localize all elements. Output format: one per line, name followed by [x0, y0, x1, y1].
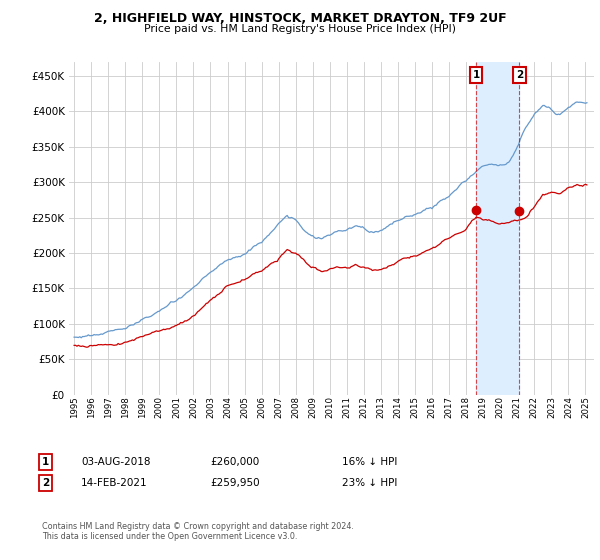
Text: Price paid vs. HM Land Registry's House Price Index (HPI): Price paid vs. HM Land Registry's House …	[144, 24, 456, 34]
Text: 1: 1	[42, 457, 49, 467]
Bar	[476, 62, 520, 395]
Text: £260,000: £260,000	[210, 457, 259, 467]
Text: £259,950: £259,950	[210, 478, 260, 488]
Text: 23% ↓ HPI: 23% ↓ HPI	[342, 478, 397, 488]
Text: 14-FEB-2021: 14-FEB-2021	[81, 478, 148, 488]
Text: 2: 2	[42, 478, 49, 488]
Text: 03-AUG-2018: 03-AUG-2018	[81, 457, 151, 467]
Text: 2, HIGHFIELD WAY, HINSTOCK, MARKET DRAYTON, TF9 2UF: 2, HIGHFIELD WAY, HINSTOCK, MARKET DRAYT…	[94, 12, 506, 25]
Text: 16% ↓ HPI: 16% ↓ HPI	[342, 457, 397, 467]
Text: Contains HM Land Registry data © Crown copyright and database right 2024.
This d: Contains HM Land Registry data © Crown c…	[42, 522, 354, 542]
Text: 1: 1	[472, 70, 479, 80]
Text: 2: 2	[516, 70, 523, 80]
